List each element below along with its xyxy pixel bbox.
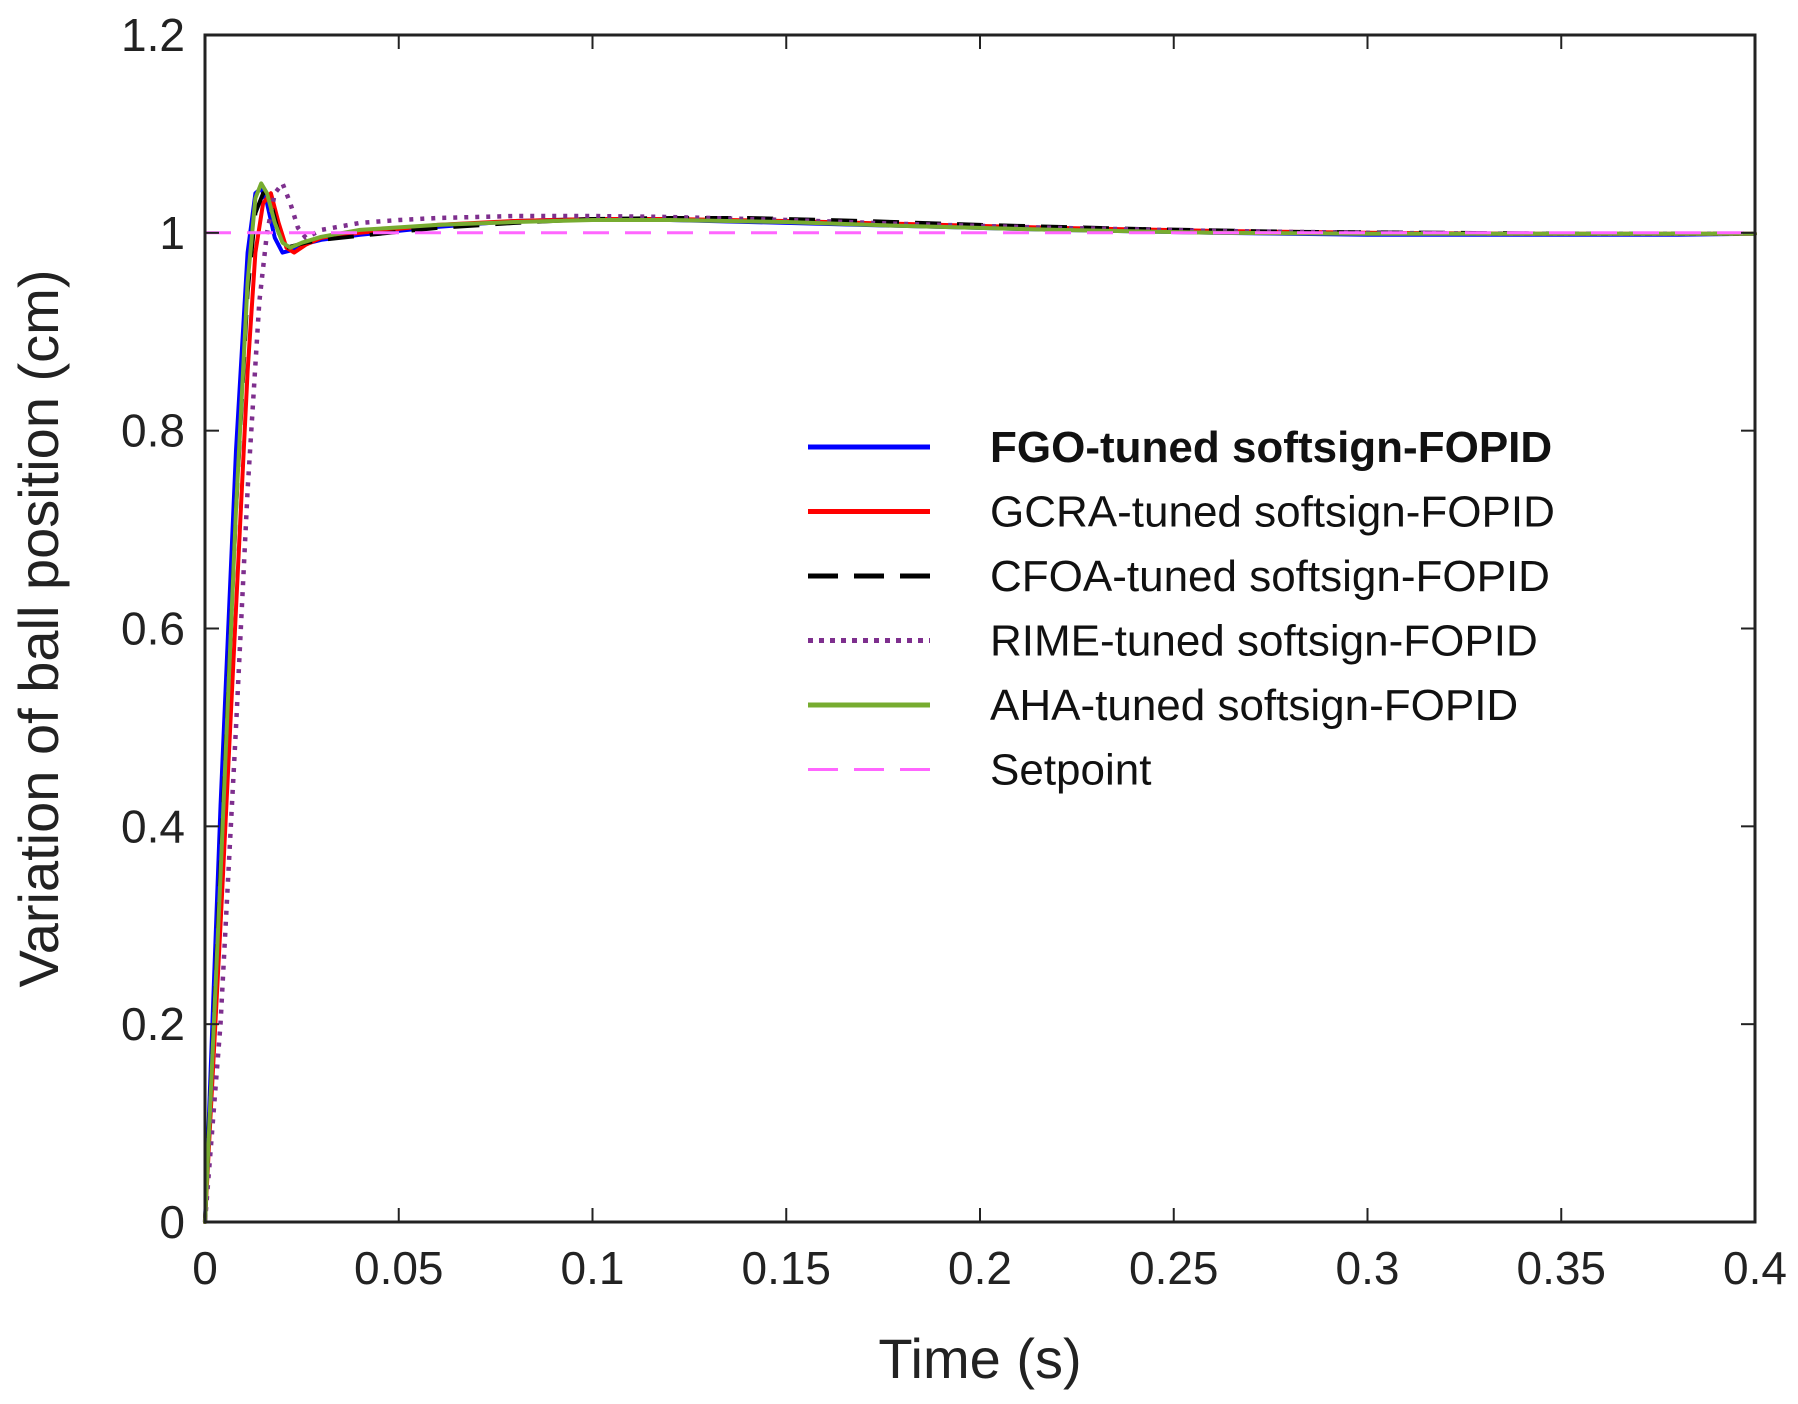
legend-label: AHA-tuned softsign-FOPID — [990, 681, 1518, 730]
y-axis-title: Variation of ball position (cm) — [7, 270, 70, 988]
legend-label: Setpoint — [990, 746, 1151, 795]
y-tick-label: 0.6 — [121, 603, 185, 655]
x-tick-label: 0.3 — [1336, 1242, 1400, 1294]
x-tick-label: 0.1 — [561, 1242, 625, 1294]
y-tick-label: 1 — [159, 207, 185, 259]
y-tick-label: 1.2 — [121, 9, 185, 61]
ticks-layer: 0 0.05 0.1 0.15 0.2 0.25 0.3 0.35 0.4 0 0.2 0.4 0.6 0… — [121, 9, 1787, 1294]
x-tick-label: 0.2 — [948, 1242, 1012, 1294]
series-layer — [202, 181, 1757, 1224]
y-tick-label: 0 — [159, 1196, 185, 1248]
x-tick-label: 0.25 — [1129, 1242, 1219, 1294]
x-tick-label: 0.4 — [1723, 1242, 1787, 1294]
legend: FGO-tuned softsign-FOPID GCRA-tuned softs… — [808, 423, 1555, 795]
x-tick-label: 0.15 — [741, 1242, 831, 1294]
legend-label: GCRA-tuned softsign-FOPID — [990, 488, 1555, 537]
legend-label: RIME-tuned softsign-FOPID — [990, 617, 1538, 666]
x-tick-label: 0.35 — [1516, 1242, 1606, 1294]
x-axis-title: Time (s) — [878, 1327, 1081, 1390]
x-tick-label: 0.05 — [354, 1242, 444, 1294]
y-tick-label: 0.4 — [121, 800, 185, 852]
x-tick-label: 0 — [192, 1242, 218, 1294]
legend-label: FGO-tuned softsign-FOPID — [990, 423, 1552, 472]
legend-label: CFOA-tuned softsign-FOPID — [990, 552, 1550, 601]
y-tick-label: 0.2 — [121, 998, 185, 1050]
series-line — [203, 181, 1757, 1224]
y-tick-label: 0.8 — [121, 405, 185, 457]
